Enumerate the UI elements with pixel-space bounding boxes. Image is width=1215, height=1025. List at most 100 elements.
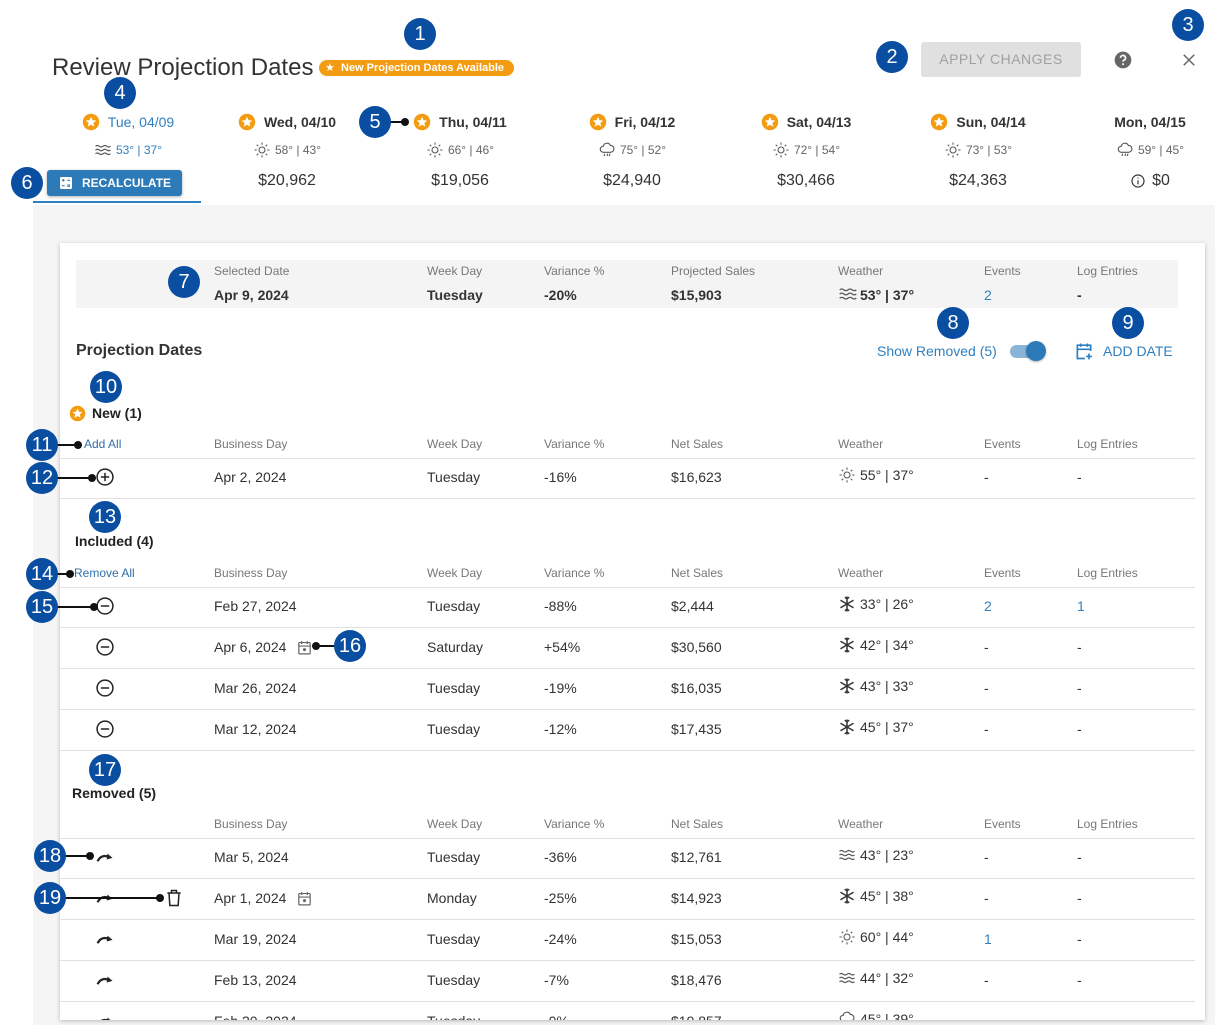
- icon-part: [839, 972, 855, 984]
- summary-label: Projected Sales: [671, 264, 756, 278]
- day-label[interactable]: Thu, 04/11: [370, 112, 550, 132]
- close-button[interactable]: [1180, 51, 1198, 69]
- weather-icon: [838, 846, 856, 864]
- icon-part: [840, 596, 854, 612]
- icon-part: [238, 113, 256, 131]
- column-header: Log Entries: [1077, 437, 1138, 451]
- help-button[interactable]: [1113, 50, 1133, 70]
- callout-leader: [42, 606, 94, 608]
- day-weather: 53° | 37°: [38, 141, 218, 159]
- icon-part: [839, 972, 855, 976]
- events[interactable]: 1: [984, 931, 992, 947]
- events: -: [984, 680, 989, 696]
- weather-icon: [838, 636, 856, 654]
- day-label[interactable]: Fri, 04/12: [542, 112, 722, 132]
- icon-part: [844, 719, 850, 735]
- week-day: Tuesday: [427, 469, 481, 485]
- new-dates-badge: New Projection Dates Available: [319, 60, 515, 76]
- icon-part: [844, 678, 850, 694]
- day-label[interactable]: Sun, 04/14: [888, 112, 1068, 132]
- show-removed-label[interactable]: Show Removed (5): [877, 343, 997, 359]
- weather-icon: [838, 928, 856, 946]
- weather-icon: [944, 141, 962, 159]
- callout-badge: 6: [11, 167, 43, 199]
- icon-part: [1076, 343, 1092, 360]
- icon-part: [100, 472, 110, 482]
- bulk-action[interactable]: Remove All: [74, 566, 135, 580]
- weather-temp: 75° | 52°: [619, 143, 667, 157]
- column-header: Week Day: [427, 817, 483, 831]
- weather-icon: [598, 141, 616, 159]
- day-label[interactable]: Wed, 04/10: [197, 112, 377, 132]
- callout-leader: [42, 444, 78, 446]
- summary-value: $15,903: [671, 287, 722, 303]
- icon-part: [934, 116, 945, 127]
- icon-part: [241, 116, 253, 127]
- recalculate-button[interactable]: RECALCULATE: [47, 170, 182, 196]
- icon-part: [844, 637, 850, 653]
- day-star: [589, 113, 607, 131]
- row-action-add[interactable]: [95, 467, 115, 487]
- callout-dot: [312, 642, 320, 650]
- icon-part: [85, 116, 97, 127]
- icon-part: [298, 641, 311, 654]
- row-divider: [60, 627, 1195, 628]
- add-date-icon[interactable]: [1074, 341, 1094, 361]
- icon-part: [1117, 142, 1133, 157]
- dialog-title: Review Projection Dates: [52, 54, 314, 81]
- icon-part: [773, 142, 789, 158]
- add-date-button[interactable]: ADD DATE: [1103, 343, 1173, 359]
- bulk-action[interactable]: Add All: [84, 437, 122, 451]
- icon-part: [1121, 153, 1129, 157]
- delete-button[interactable]: [164, 888, 184, 908]
- row-action-remove[interactable]: [95, 596, 115, 616]
- icon-part: [839, 929, 855, 945]
- icon-part: [1117, 142, 1133, 153]
- row-action-remove[interactable]: [95, 678, 115, 698]
- row-action-restore[interactable]: [95, 929, 115, 949]
- callout-badge: 15: [26, 591, 58, 623]
- weather-icon: [838, 969, 856, 987]
- day-star: [930, 113, 948, 131]
- row-divider: [60, 878, 1195, 879]
- events[interactable]: 2: [984, 598, 992, 614]
- column-header: Weather: [838, 437, 884, 451]
- row-action-remove[interactable]: [95, 719, 115, 739]
- icon-part: [59, 177, 72, 189]
- column-header: Net Sales: [671, 437, 724, 451]
- apply-changes-button[interactable]: APPLY CHANGES: [921, 42, 1081, 77]
- net-sales: $16,035: [671, 680, 722, 696]
- events: -: [984, 890, 989, 906]
- day-date: Sun, 04/14: [956, 114, 1026, 130]
- icon-part: [96, 720, 114, 738]
- day-label[interactable]: Tue, 04/09: [38, 112, 218, 132]
- icon-part: [843, 471, 851, 479]
- log-entries[interactable]: 1: [1077, 598, 1085, 614]
- day-label[interactable]: Sat, 04/13: [716, 112, 896, 132]
- callout-badge: 9: [1112, 307, 1144, 339]
- icon-part: [96, 853, 113, 862]
- icon-part: [106, 976, 113, 983]
- weather-temp: 33° | 26°: [860, 596, 914, 612]
- callout-leader: [42, 477, 92, 479]
- business-day: Feb 13, 2024: [214, 972, 297, 988]
- icon-part: [302, 647, 307, 651]
- icon-part: [839, 296, 857, 300]
- row-action-restore[interactable]: [95, 970, 115, 990]
- business-day: Mar 5, 2024: [214, 849, 289, 865]
- day-weather: 58° | 43°: [197, 141, 377, 159]
- callout-badge: 7: [168, 266, 200, 298]
- toggle-thumb[interactable]: [1026, 341, 1046, 361]
- icon-part: [603, 153, 611, 157]
- icon-part: [840, 596, 854, 612]
- day-sales: $30,466: [716, 171, 896, 191]
- icon-part: [96, 468, 114, 486]
- row-action-restore[interactable]: [95, 1011, 115, 1020]
- icon-part: [840, 888, 854, 904]
- row-action-remove[interactable]: [95, 637, 115, 657]
- callout-dot: [401, 118, 409, 126]
- net-sales: $2,444: [671, 598, 714, 614]
- row-action-restore[interactable]: [95, 847, 115, 867]
- day-weather: 75° | 52°: [542, 141, 722, 159]
- day-label[interactable]: Mon, 04/15: [1060, 112, 1215, 132]
